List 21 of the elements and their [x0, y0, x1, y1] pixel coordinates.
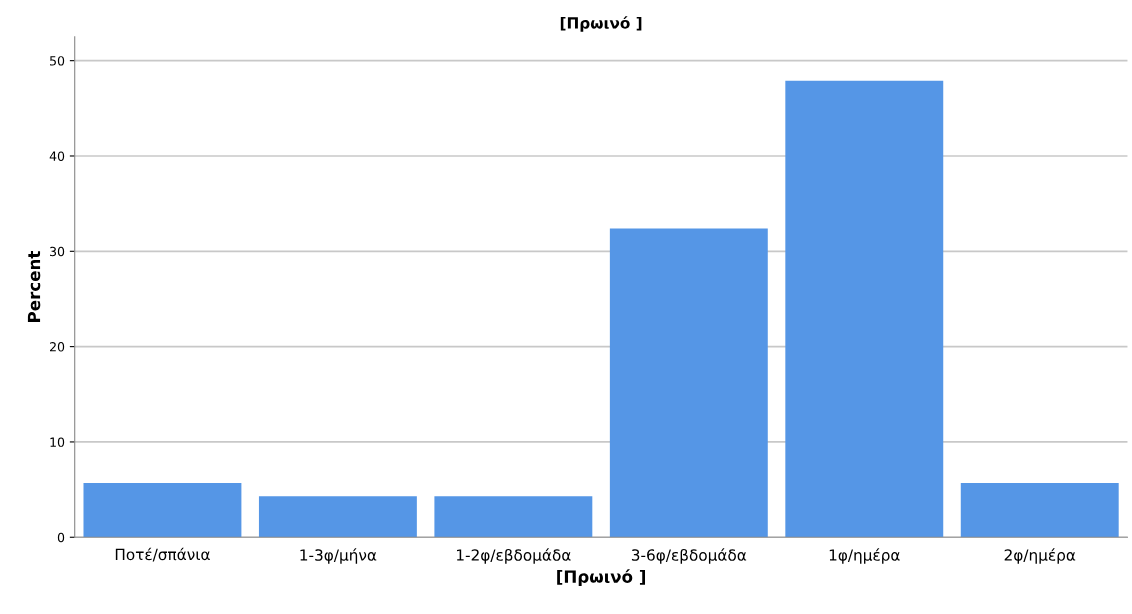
y-tick-label: 20 [50, 342, 65, 352]
y-tick-label: 40 [49, 151, 65, 161]
bar [83, 482, 242, 538]
x-tick-label: 2φ/ημέρα [1004, 548, 1076, 564]
y-tick-label: 50 [50, 56, 65, 66]
y-tick-label: 30 [50, 246, 65, 257]
x-tick-label: 3-6φ/εβδομάδα [631, 548, 747, 564]
bar [434, 496, 593, 538]
y-tick-label: 0 [57, 532, 65, 543]
y-axis-title: Percent [27, 251, 41, 322]
bar [609, 228, 768, 538]
x-tick-label: 1φ/ημέρα [829, 548, 900, 564]
y-tick-label: 10 [50, 437, 65, 447]
bar [960, 482, 1119, 538]
bar [785, 80, 944, 538]
x-tick-label: 1-3φ/μήνα [300, 548, 377, 564]
bar [258, 496, 417, 538]
x-axis-title: [Πρωινό ] [557, 569, 646, 587]
chart-title: [Πρωινό ] [560, 16, 642, 32]
x-tick-label: 1-2φ/εβδομάδα [456, 548, 571, 564]
x-tick-label: Ποτέ/σπάνια [115, 547, 210, 562]
